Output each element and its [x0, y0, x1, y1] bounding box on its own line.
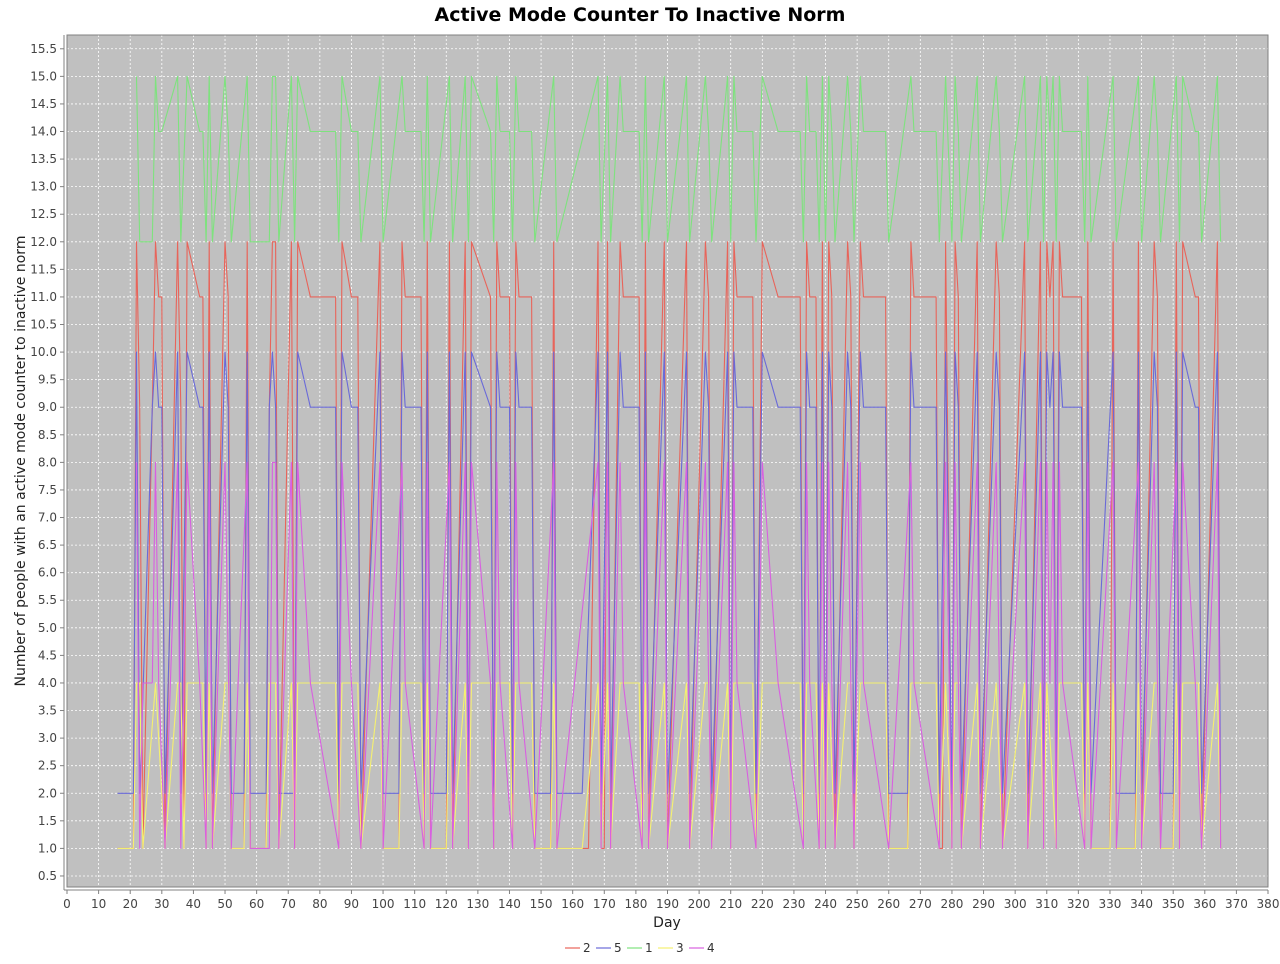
y-tick-label: 12.5 [30, 207, 57, 221]
x-tick-label: 170 [593, 897, 616, 911]
y-tick-label: 9.0 [38, 400, 57, 414]
y-axis-label: Number of people with an active mode cou… [13, 236, 29, 687]
x-tick-label: 150 [530, 897, 553, 911]
legend-label-5: 5 [614, 941, 622, 955]
x-tick-label: 310 [1035, 897, 1058, 911]
y-tick-label: 8.5 [38, 428, 57, 442]
y-tick-label: 0.5 [38, 869, 57, 883]
x-tick-label: 80 [312, 897, 327, 911]
x-tick-label: 40 [186, 897, 201, 911]
x-tick-label: 320 [1067, 897, 1090, 911]
x-tick-label: 90 [344, 897, 359, 911]
series-line-4 [135, 461, 1222, 849]
y-tick-label: 10.0 [30, 345, 57, 359]
x-tick-label: 0 [63, 897, 71, 911]
x-tick-label: 260 [877, 897, 900, 911]
x-tick-label: 110 [403, 897, 426, 911]
y-tick-label: 13.0 [30, 180, 57, 194]
x-tick-label: 240 [814, 897, 837, 911]
x-tick-label: 120 [435, 897, 458, 911]
x-tick-label: 230 [782, 897, 805, 911]
legend: 2 5 1 3 4 [565, 941, 715, 955]
y-tick-label: 13.5 [30, 152, 57, 166]
x-tick-label: 380 [1257, 897, 1280, 911]
y-tick-label: 1.0 [38, 841, 57, 855]
y-tick-label: 9.5 [38, 373, 57, 387]
y-tick-label: 1.5 [38, 814, 57, 828]
x-tick-label: 280 [940, 897, 963, 911]
legend-label-4: 4 [707, 941, 715, 955]
y-tick-label: 4.5 [38, 648, 57, 662]
x-tick-label: 200 [688, 897, 711, 911]
y-tick-label: 15.0 [30, 69, 57, 83]
x-axis-label: Day [653, 915, 681, 931]
x-tick-label: 190 [656, 897, 679, 911]
x-tick-label: 360 [1193, 897, 1216, 911]
y-tick-label: 14.5 [30, 97, 57, 111]
x-tick-label: 250 [846, 897, 869, 911]
y-tick-label: 15.5 [30, 42, 57, 56]
y-tick-label: 5.0 [38, 621, 57, 635]
x-tick-label: 180 [624, 897, 647, 911]
y-tick-label: 12.0 [30, 235, 57, 249]
y-tick-label: 11.5 [30, 262, 57, 276]
x-tick-label: 160 [561, 897, 584, 911]
y-tick-label: 3.0 [38, 731, 57, 745]
x-tick-label: 350 [1162, 897, 1185, 911]
y-tick-label: 7.5 [38, 483, 57, 497]
y-tick-label: 2.5 [38, 759, 57, 773]
legend-label-3: 3 [676, 941, 684, 955]
x-tick-label: 10 [91, 897, 106, 911]
y-tick-label: 14.0 [30, 125, 57, 139]
x-tick-label: 140 [498, 897, 521, 911]
x-tick-label: 370 [1225, 897, 1248, 911]
x-tick-label: 30 [154, 897, 169, 911]
y-axis-ticks: 0.5 1.0 1.5 2.0 2.5 3.0 3.5 4.0 4.5 5.0 5.5 6.0 6.5 7… [30, 42, 64, 883]
y-tick-label: 7.0 [38, 511, 57, 525]
x-tick-label: 300 [1004, 897, 1027, 911]
y-tick-label: 8.0 [38, 455, 57, 469]
x-tick-label: 20 [123, 897, 138, 911]
y-tick-label: 11.0 [30, 290, 57, 304]
y-tick-label: 10.5 [30, 318, 57, 332]
legend-label-1: 1 [645, 941, 653, 955]
x-tick-label: 210 [719, 897, 742, 911]
x-tick-label: 70 [281, 897, 296, 911]
y-tick-label: 4.0 [38, 676, 57, 690]
x-tick-label: 340 [1130, 897, 1153, 911]
y-tick-label: 6.5 [38, 538, 57, 552]
series-lines [117, 75, 1222, 849]
x-tick-label: 60 [249, 897, 264, 911]
x-tick-label: 220 [751, 897, 774, 911]
x-tick-label: 270 [909, 897, 932, 911]
y-tick-label: 6.0 [38, 566, 57, 580]
plot-border [66, 34, 1269, 888]
x-tick-label: 290 [972, 897, 995, 911]
chart-title: Active Mode Counter To Inactive Norm [435, 4, 846, 26]
series-line-1 [135, 75, 1222, 243]
legend-label-2: 2 [583, 941, 591, 955]
x-tick-label: 130 [466, 897, 489, 911]
y-tick-label: 5.5 [38, 593, 57, 607]
x-tick-label: 330 [1099, 897, 1122, 911]
y-tick-label: 3.5 [38, 704, 57, 718]
x-tick-label: 100 [372, 897, 395, 911]
x-tick-label: 50 [217, 897, 232, 911]
y-tick-label: 2.0 [38, 786, 57, 800]
x-axis-ticks: 0 10 20 30 40 50 60 70 80 90 100 110 120 130 140 150 160… [63, 890, 1279, 911]
